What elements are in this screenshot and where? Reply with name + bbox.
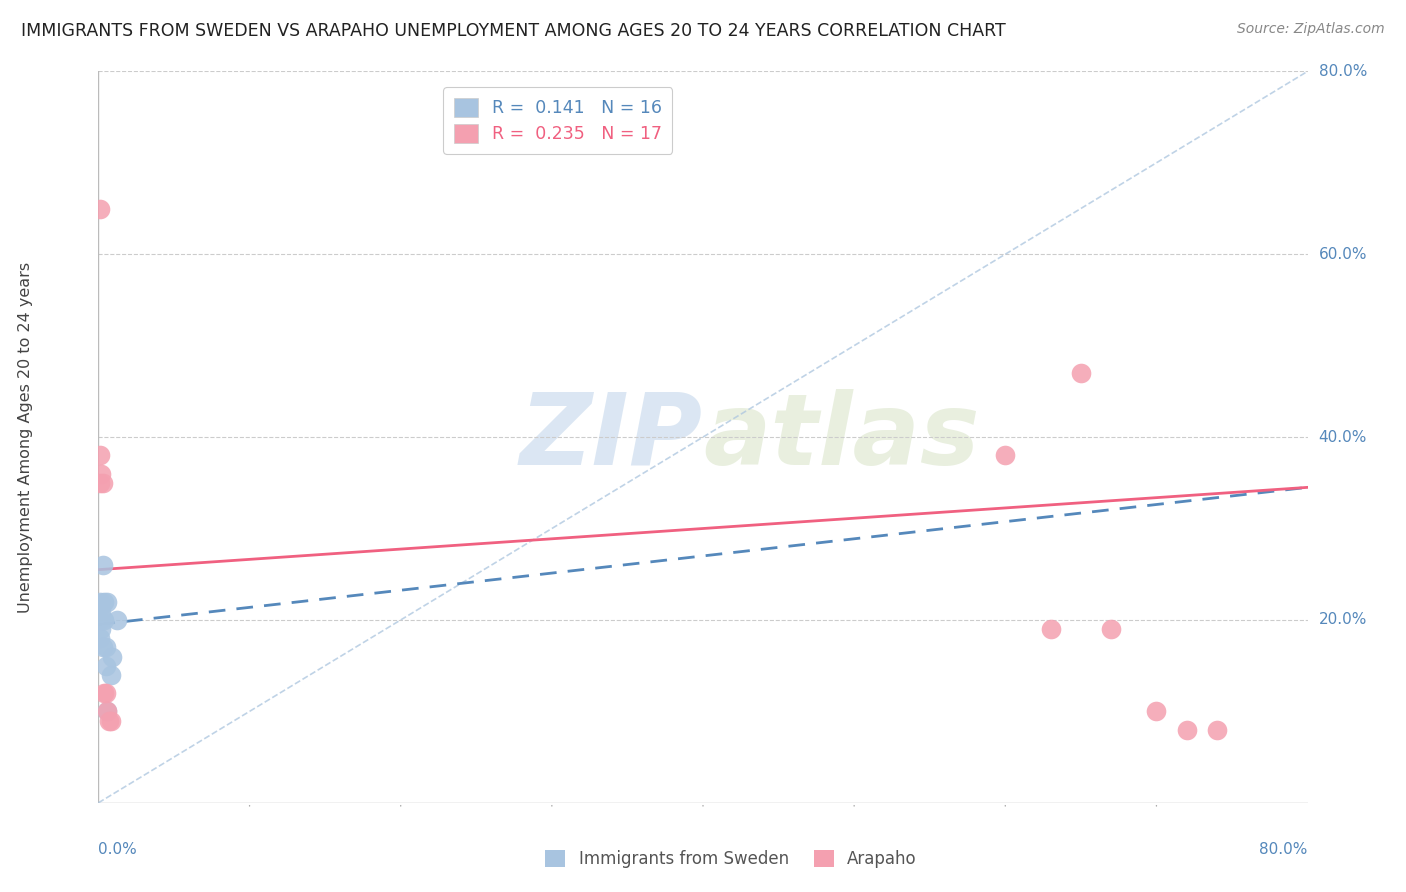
Text: 80.0%: 80.0%	[1319, 64, 1367, 78]
Point	[96, 705, 118, 719]
Text: Unemployment Among Ages 20 to 24 years: Unemployment Among Ages 20 to 24 years	[18, 261, 34, 613]
Point	[94, 658, 117, 673]
Point	[89, 448, 111, 462]
Point	[1206, 723, 1229, 737]
Point	[94, 686, 117, 700]
Point	[98, 714, 121, 728]
Point	[94, 640, 117, 655]
Point	[1099, 622, 1122, 636]
Point	[100, 667, 122, 681]
Point	[91, 558, 114, 573]
Point	[91, 640, 114, 655]
Point	[1175, 723, 1198, 737]
Point	[96, 594, 118, 608]
Point	[93, 594, 115, 608]
Point	[90, 467, 112, 481]
Point	[89, 202, 111, 216]
Point	[1070, 366, 1092, 380]
Point	[105, 613, 128, 627]
Text: Source: ZipAtlas.com: Source: ZipAtlas.com	[1237, 22, 1385, 37]
Point	[89, 613, 111, 627]
Point	[96, 705, 118, 719]
Point	[89, 475, 111, 490]
Point	[89, 594, 111, 608]
Point	[994, 448, 1017, 462]
Text: 0.0%: 0.0%	[98, 842, 138, 856]
Text: ZIP: ZIP	[520, 389, 703, 485]
Point	[100, 714, 122, 728]
Point	[1039, 622, 1062, 636]
Text: IMMIGRANTS FROM SWEDEN VS ARAPAHO UNEMPLOYMENT AMONG AGES 20 TO 24 YEARS CORRELA: IMMIGRANTS FROM SWEDEN VS ARAPAHO UNEMPL…	[21, 22, 1005, 40]
Point	[91, 475, 114, 490]
Point	[1144, 705, 1167, 719]
Point	[90, 604, 112, 618]
Text: 60.0%: 60.0%	[1319, 247, 1367, 261]
Text: 40.0%: 40.0%	[1319, 430, 1367, 444]
Point	[101, 649, 124, 664]
Text: 80.0%: 80.0%	[1260, 842, 1308, 856]
Text: atlas: atlas	[703, 389, 980, 485]
Point	[89, 632, 111, 646]
Text: 20.0%: 20.0%	[1319, 613, 1367, 627]
Point	[93, 686, 115, 700]
Legend: Immigrants from Sweden, Arapaho: Immigrants from Sweden, Arapaho	[538, 843, 924, 875]
Point	[93, 613, 115, 627]
Point	[90, 622, 112, 636]
Legend: R =  0.141   N = 16, R =  0.235   N = 17: R = 0.141 N = 16, R = 0.235 N = 17	[443, 87, 672, 153]
